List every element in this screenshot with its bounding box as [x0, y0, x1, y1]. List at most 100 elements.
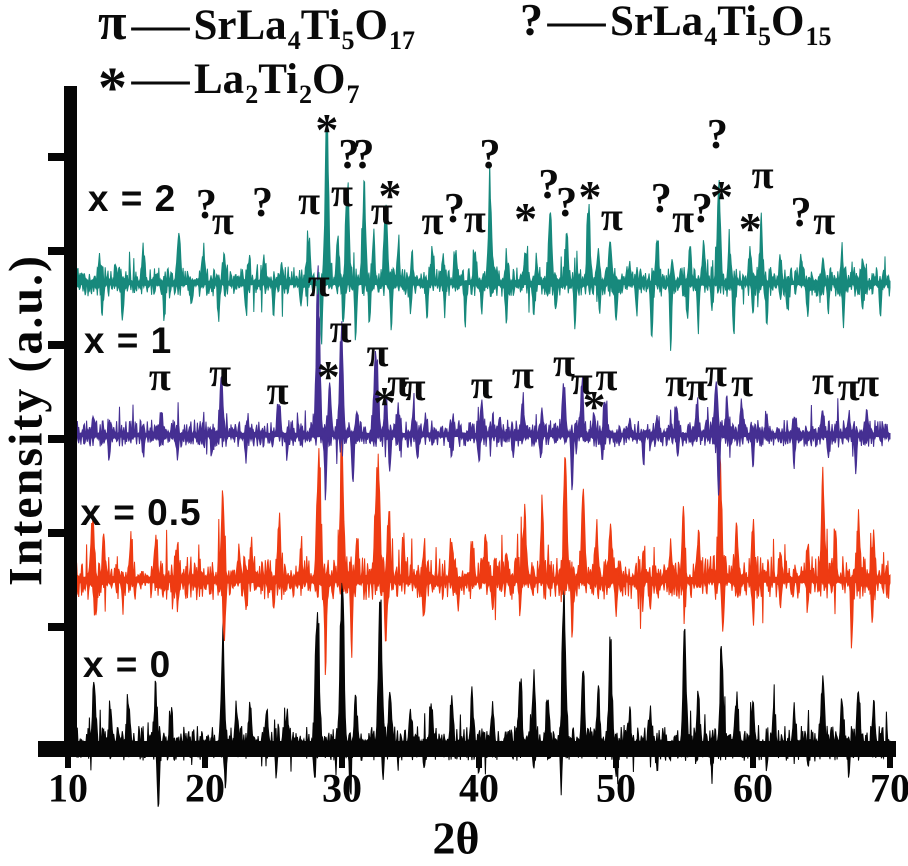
formula-subscript: 5 — [341, 26, 355, 55]
peak-symbol-question: ? — [691, 186, 713, 232]
peak-symbol-pi: π — [331, 170, 353, 215]
formula-text: O — [771, 0, 805, 45]
x-axis-tick — [750, 757, 756, 768]
y-axis-tick — [48, 435, 65, 443]
peak-symbol-pi: π — [705, 350, 727, 395]
y-axis-tick — [48, 153, 65, 161]
series-label-x2: x = 2 — [87, 178, 177, 219]
peak-symbol-asterisk: * — [709, 171, 733, 222]
peak-symbol-pi: π — [387, 360, 410, 405]
peak-symbol-question: ? — [790, 190, 812, 236]
x-axis-title: 2θ — [432, 812, 480, 864]
x-axis-ticks — [65, 757, 893, 768]
formula-subscript: 4 — [704, 22, 718, 51]
peak-symbol-asterisk: * — [372, 377, 396, 428]
x-axis-tick — [339, 757, 345, 768]
peak-symbol-pi: π — [595, 354, 618, 399]
y-axis-title: Intensity (a.u.) — [0, 253, 53, 587]
peak-symbol-pi: π — [813, 198, 836, 243]
y-axis-tick — [48, 529, 65, 537]
legend-symbol-question: ? — [520, 0, 543, 45]
peak-symbol-pi: π — [837, 364, 860, 409]
peak-symbol-pi: π — [421, 198, 444, 243]
peak-symbol-pi: π — [570, 358, 593, 403]
xrd-trace-x05 — [67, 433, 891, 676]
peak-symbol-pi: π — [209, 350, 232, 395]
y-axis-tick — [48, 341, 65, 349]
peak-symbol-question: ? — [353, 132, 375, 178]
y-axis-tick — [48, 247, 65, 255]
peak-symbol-asterisk: * — [315, 104, 339, 155]
peak-symbol-pi: π — [857, 360, 880, 405]
peak-symbol-question: ? — [195, 182, 217, 228]
peak-symbol-question: ? — [338, 132, 360, 178]
peak-symbol-question: ? — [650, 176, 672, 222]
series-label-x05: x = 0.5 — [80, 492, 202, 533]
peak-symbol-pi: π — [751, 152, 774, 197]
formula-text: O — [312, 56, 346, 103]
x-tick-label: 20 — [185, 765, 225, 811]
y-axis-line — [64, 86, 77, 757]
peak-symbol-asterisk: * — [578, 171, 602, 222]
peak-symbol-pi: π — [665, 360, 688, 405]
x-axis-tick — [613, 757, 619, 768]
legend-entry-star: * — La2Ti2O7 — [98, 44, 360, 118]
peak-symbol-question: ? — [479, 132, 501, 178]
peak-symbol-pi: π — [148, 354, 171, 399]
peak-symbol-question: ? — [556, 180, 578, 226]
series-label-x0: x = 0 — [82, 644, 172, 685]
formula-text: La — [194, 56, 245, 103]
formula-subscript: 5 — [758, 22, 772, 51]
peak-symbol-pi: π — [511, 352, 534, 397]
peak-symbol-asterisk: * — [316, 351, 340, 402]
x-axis-tick — [476, 757, 482, 768]
x-axis-line — [38, 741, 896, 757]
xrd-trace-x2 — [67, 116, 891, 351]
formula-subscript: 17 — [389, 26, 415, 55]
x-tick-label: 40 — [459, 765, 499, 811]
formula-subscript: 7 — [346, 80, 360, 109]
peak-symbol-pi: π — [266, 368, 289, 413]
peak-symbol-asterisk: * — [514, 193, 538, 244]
peak-symbol-pi: π — [298, 178, 321, 223]
formula-text: SrLa — [610, 0, 704, 45]
x-tick-label: 60 — [733, 765, 773, 811]
legend-symbol-asterisk: * — [98, 55, 127, 120]
peak-symbol-pi: π — [307, 260, 330, 305]
formula-text: Ti — [258, 56, 299, 103]
peak-symbol-pi: π — [211, 198, 234, 243]
formula-text: O — [354, 2, 388, 49]
formula-text: SrLa — [193, 2, 287, 49]
legend-phase-formula: SrLa4Ti5O17 — [194, 3, 416, 54]
peak-symbol-pi: π — [463, 196, 486, 241]
legend-entry-q: ? — SrLa4Ti5O15 — [520, 0, 832, 50]
peak-symbol-pi: π — [403, 364, 426, 409]
formula-subscript: 4 — [287, 26, 301, 55]
x-axis-tick — [887, 757, 893, 768]
y-axis-tick — [48, 623, 65, 631]
legend-dash: — — [547, 0, 606, 45]
peak-symbol-pi: π — [370, 188, 393, 233]
x-axis-tick — [202, 757, 208, 768]
formula-subscript: 2 — [299, 80, 313, 109]
peak-symbol-pi: π — [731, 360, 753, 405]
peak-symbol-asterisk: * — [378, 170, 402, 221]
formula-subscript: 2 — [245, 80, 259, 109]
peak-symbol-pi: π — [672, 196, 695, 241]
y-axis-ticks — [48, 153, 65, 631]
legend-entry-pi: π — SrLa4Ti5O17 — [98, 0, 415, 54]
legend-dash: — — [130, 2, 190, 49]
legend-phase-formula: SrLa4Ti5O15 — [610, 0, 832, 50]
formula-subscript: 15 — [805, 22, 832, 51]
peak-symbol-pi: π — [470, 362, 493, 407]
peak-symbol-pi: π — [366, 330, 389, 375]
peak-symbol-pi: π — [552, 340, 575, 385]
xrd-trace-x1 — [67, 265, 891, 501]
peak-symbol-pi: π — [329, 306, 352, 351]
peak-symbol-asterisk: * — [582, 381, 606, 432]
x-tick-label: 10 — [48, 765, 88, 811]
peak-symbol-question: ? — [443, 186, 465, 232]
